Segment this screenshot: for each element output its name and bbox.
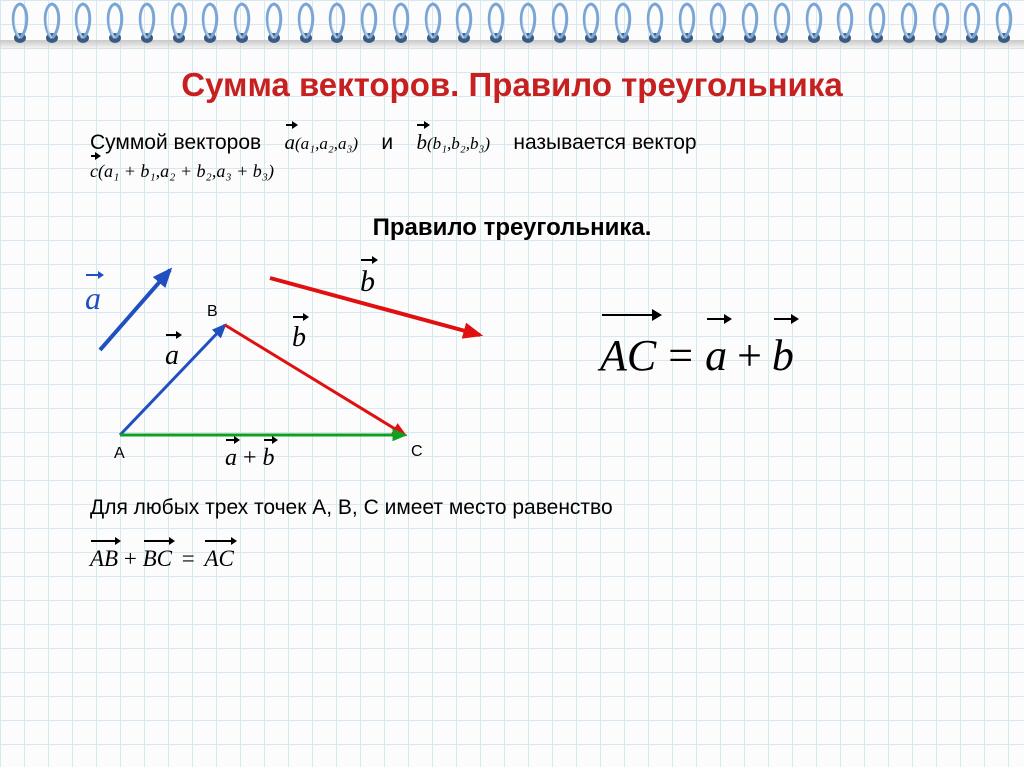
eq2-eq: = (182, 546, 195, 571)
description-2: Для любых трех точек А, В, С имеет место… (90, 496, 984, 520)
spiral-ring (261, 0, 287, 46)
spiral-ring (166, 0, 192, 46)
slide-title: Сумма векторов. Правило треугольника (40, 66, 984, 104)
eq-AC: AC (600, 330, 656, 381)
eq2-BC: BC (143, 546, 172, 572)
slide-content: Сумма векторов. Правило треугольника Сум… (0, 46, 1024, 592)
vec-label: a (165, 340, 179, 372)
spiral-ring (769, 0, 795, 46)
spiral-ring (197, 0, 223, 46)
eq-plus: + (737, 330, 762, 381)
point-label-B: B (207, 303, 218, 321)
spiral-ring (70, 0, 96, 46)
spiral-ring (578, 0, 604, 46)
spiral-ring (832, 0, 858, 46)
spiral-ring (324, 0, 350, 46)
def-suffix: называется вектор (513, 131, 696, 154)
def-mid: и (381, 131, 393, 154)
point-label-A: A (114, 445, 125, 463)
eq-a: a (705, 330, 727, 381)
spiral-ring (801, 0, 827, 46)
spiral-ring (896, 0, 922, 46)
vec-label: b (360, 265, 375, 299)
equation-2: AB + BC = AC (90, 546, 984, 572)
c-coords: (a₁ + b₁,a₂ + b₂,a₃ + b₃) (98, 161, 274, 181)
spiral-binding (0, 0, 1024, 46)
vec-label: a (85, 280, 101, 317)
spiral-ring (420, 0, 446, 46)
spiral-ring (642, 0, 668, 46)
vec-label: a + b (225, 445, 275, 472)
eq-b: b (772, 330, 794, 381)
definition-line: Суммой векторов a(a₁,a₂,a₃) и b(b₁,b₂,b₃… (90, 130, 984, 155)
eq2-AC: AC (204, 546, 233, 572)
vec-b: b (416, 130, 427, 155)
subtitle: Правило треугольника. (40, 214, 984, 242)
spiral-ring (388, 0, 414, 46)
spiral-ring (705, 0, 731, 46)
vec-c: c (90, 161, 98, 182)
spiral-ring (610, 0, 636, 46)
point-label-C: C (411, 443, 423, 461)
eq-equals: = (668, 330, 693, 381)
vector-b_BC (225, 325, 405, 435)
spiral-ring (451, 0, 477, 46)
spiral-ring (483, 0, 509, 46)
vector-diagram: ABCaabba + b AC = a + b (60, 260, 984, 480)
spiral-ring (547, 0, 573, 46)
vec-a: a (285, 130, 296, 155)
diagram-svg (60, 260, 520, 480)
spiral-ring (991, 0, 1017, 46)
spiral-ring (737, 0, 763, 46)
spiral-ring (229, 0, 255, 46)
spiral-ring (864, 0, 890, 46)
spiral-ring (928, 0, 954, 46)
def-prefix: Суммой векторов (90, 131, 261, 154)
spiral-ring (959, 0, 985, 46)
result-vector-line: c(a₁ + b₁,a₂ + b₂,a₃ + b₃) (90, 161, 984, 182)
spiral-ring (39, 0, 65, 46)
main-equation: AC = a + b (600, 330, 794, 381)
b-coords: (b₁,b₂,b₃) (427, 134, 490, 153)
spiral-ring (515, 0, 541, 46)
spiral-ring (356, 0, 382, 46)
spiral-ring (7, 0, 33, 46)
a-coords: (a₁,a₂,a₃) (295, 134, 358, 153)
spiral-ring (293, 0, 319, 46)
spiral-ring (134, 0, 160, 46)
vector-a_free (100, 270, 170, 350)
vec-label: b (292, 322, 306, 354)
spiral-ring (674, 0, 700, 46)
eq2-plus: + (124, 546, 137, 571)
spiral-ring (102, 0, 128, 46)
eq2-AB: AB (90, 546, 118, 572)
